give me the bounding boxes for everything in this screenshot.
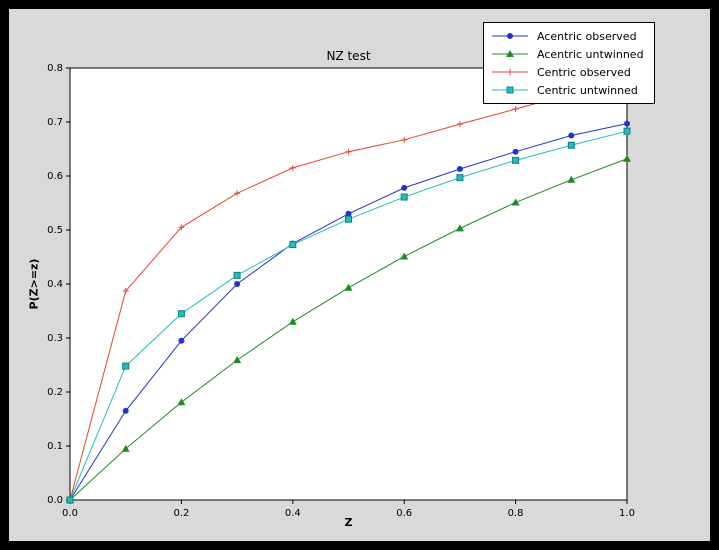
marker-plus xyxy=(178,224,185,231)
marker-plus xyxy=(289,164,296,171)
marker-plus xyxy=(401,136,408,143)
legend-entry-acentric-untwinned: Acentric untwinned xyxy=(490,46,644,62)
y-tick-label: 0.0 xyxy=(47,495,63,506)
marker-triangle xyxy=(400,252,409,260)
y-tick-label: 0.4 xyxy=(47,279,63,290)
marker-circle xyxy=(568,132,575,139)
marker-square xyxy=(456,174,464,182)
legend-entry-centric-untwinned: Centric untwinned xyxy=(490,82,644,98)
marker-circle xyxy=(122,407,129,414)
marker-triangle xyxy=(344,283,353,291)
marker-square xyxy=(400,193,408,201)
marker-triangle xyxy=(288,317,297,325)
y-tick-label: 0.5 xyxy=(47,225,63,236)
legend-sample-centric-observed xyxy=(492,69,528,75)
marker-square xyxy=(122,362,130,370)
legend-label: Centric observed xyxy=(537,65,631,79)
y-tick-label: 0.7 xyxy=(47,117,63,128)
marker-square xyxy=(66,496,74,504)
chart-title: NZ test xyxy=(326,49,371,63)
marker-square xyxy=(233,271,241,279)
legend-label: Acentric untwinned xyxy=(537,47,644,61)
legend-marker-acentric-observed xyxy=(507,33,513,39)
marker-square xyxy=(623,127,631,135)
marker-circle xyxy=(401,184,408,191)
marker-plus xyxy=(345,148,352,155)
x-axis-label: Z xyxy=(344,516,353,529)
marker-circle xyxy=(624,120,630,127)
legend-label: Centric untwinned xyxy=(537,83,638,97)
marker-circle xyxy=(178,337,185,344)
legend-entry-acentric-observed: Acentric observed xyxy=(490,28,644,44)
x-tick-label: 0.6 xyxy=(396,508,412,519)
marker-square xyxy=(345,215,352,223)
y-tick-label: 0.2 xyxy=(47,387,63,398)
marker-triangle xyxy=(177,398,186,406)
legend-sample-acentric-observed xyxy=(492,33,528,39)
legend-marker-centric-observed xyxy=(507,69,513,75)
marker-plus xyxy=(456,121,463,128)
marker-square xyxy=(177,310,185,318)
marker-circle xyxy=(456,165,463,172)
marker-plus xyxy=(122,288,129,295)
y-tick-label: 0.1 xyxy=(47,441,63,452)
marker-circle xyxy=(512,148,519,155)
legend: Acentric observed Acentric untwinned Centr… xyxy=(483,22,655,104)
legend-label: Acentric observed xyxy=(537,29,637,43)
marker-square xyxy=(512,156,520,164)
x-tick-label: 1.0 xyxy=(619,508,635,519)
y-tick-label: 0.6 xyxy=(47,171,63,182)
marker-triangle xyxy=(511,198,520,206)
marker-plus xyxy=(512,106,519,113)
y-tick-label: 0.3 xyxy=(47,333,63,344)
marker-triangle xyxy=(623,154,631,162)
marker-triangle xyxy=(121,444,130,452)
marker-circle xyxy=(345,210,352,217)
legend-entry-centric-observed: Centric observed xyxy=(490,64,644,80)
marker-triangle xyxy=(233,356,242,364)
marker-circle xyxy=(234,281,241,287)
x-tick-label: 0.4 xyxy=(285,508,301,519)
y-tick-label: 0.8 xyxy=(47,63,63,74)
marker-square xyxy=(567,141,575,149)
marker-plus xyxy=(234,190,241,197)
legend-sample-acentric-untwinned xyxy=(492,50,528,57)
legend-marker-acentric-untwinned xyxy=(506,50,514,57)
marker-triangle xyxy=(455,224,464,232)
marker-triangle xyxy=(567,175,576,183)
x-tick-label: 0.2 xyxy=(173,508,189,519)
y-axis-label: P(Z>=z) xyxy=(27,258,41,310)
marker-square xyxy=(289,241,297,249)
x-tick-label: 0.0 xyxy=(62,508,78,519)
x-tick-label: 0.8 xyxy=(508,508,524,519)
legend-marker-centric-untwinned xyxy=(506,86,514,94)
legend-sample-centric-untwinned xyxy=(492,86,528,94)
